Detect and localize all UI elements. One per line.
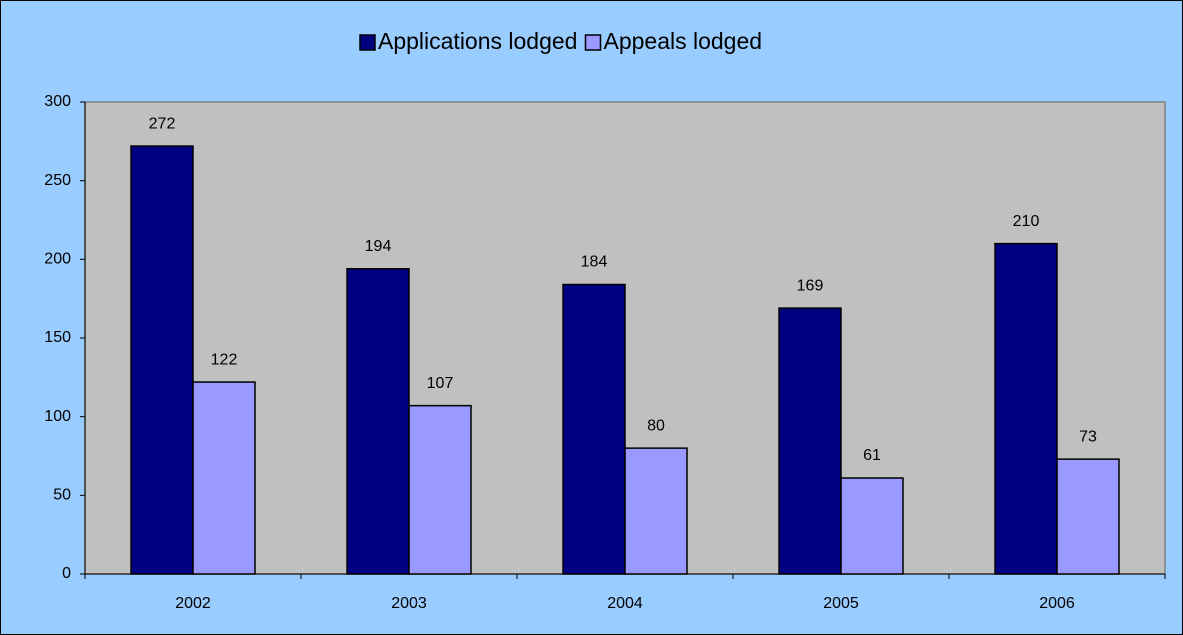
x-tick-label: 2005 bbox=[823, 595, 859, 612]
x-tick-label: 2006 bbox=[1039, 595, 1075, 612]
legend-swatch bbox=[584, 34, 602, 51]
bar bbox=[1056, 458, 1120, 575]
y-tick-label: 0 bbox=[62, 565, 71, 582]
data-label: 169 bbox=[797, 277, 824, 294]
bar bbox=[130, 145, 194, 575]
data-label: 80 bbox=[647, 417, 665, 434]
bar bbox=[192, 381, 256, 575]
y-tick-label: 300 bbox=[44, 93, 71, 110]
x-tick-label: 2002 bbox=[175, 595, 211, 612]
legend-text: Applications lodged bbox=[378, 28, 577, 54]
bar bbox=[840, 477, 904, 575]
bar bbox=[408, 404, 472, 575]
bar bbox=[346, 268, 410, 575]
y-tick-label: 50 bbox=[53, 487, 71, 504]
bar bbox=[994, 242, 1058, 575]
y-tick-label: 200 bbox=[44, 251, 71, 268]
y-tick-label: 100 bbox=[44, 408, 71, 425]
data-label: 122 bbox=[211, 351, 238, 368]
data-label: 107 bbox=[427, 375, 454, 392]
y-tick-label: 150 bbox=[44, 329, 71, 346]
data-label: 272 bbox=[149, 115, 176, 132]
data-label: 184 bbox=[581, 254, 608, 271]
legend-text: Appeals lodged bbox=[603, 28, 762, 54]
data-label: 210 bbox=[1013, 213, 1040, 230]
data-label: 61 bbox=[863, 447, 881, 464]
data-label: 194 bbox=[365, 238, 392, 255]
bar bbox=[778, 307, 842, 575]
bar bbox=[562, 283, 626, 575]
bar bbox=[624, 447, 688, 575]
y-tick-label: 250 bbox=[44, 172, 71, 189]
legend-swatch bbox=[359, 34, 376, 51]
x-tick-label: 2003 bbox=[391, 595, 427, 612]
data-label: 73 bbox=[1079, 428, 1097, 445]
x-tick-label: 2004 bbox=[607, 595, 643, 612]
